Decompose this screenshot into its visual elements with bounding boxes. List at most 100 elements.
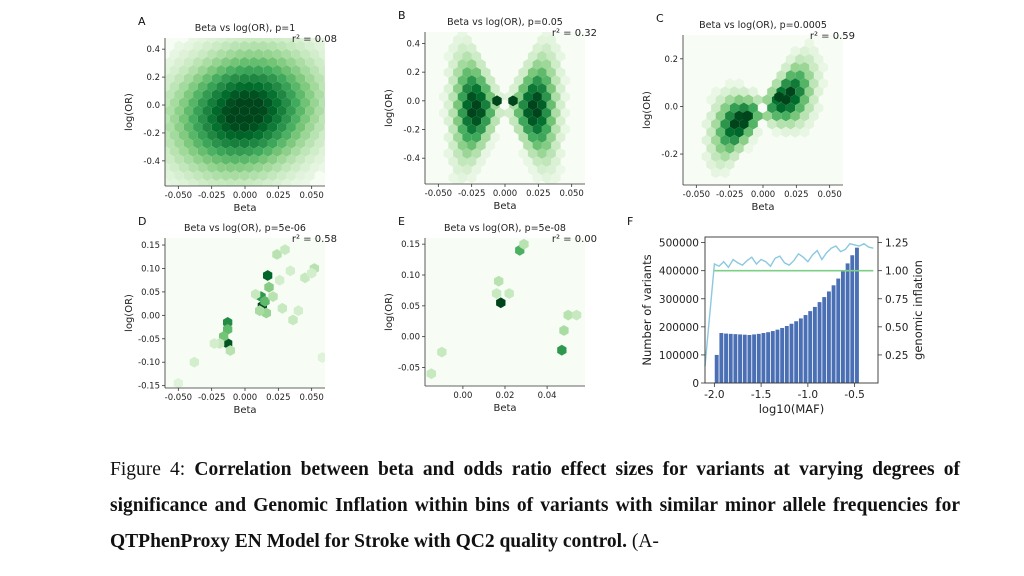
hexbin-cell <box>467 75 477 86</box>
hexbin-cell <box>197 97 208 109</box>
hexbin-cell <box>437 346 447 358</box>
hexbin-cell <box>272 48 282 60</box>
hexbin-cell <box>277 154 287 165</box>
hexbin-cell <box>193 73 203 84</box>
hexbin-cell <box>277 56 287 68</box>
hexbin-cell <box>255 305 265 317</box>
hexbin-cell <box>169 65 179 76</box>
y-tick-label: -0.15 <box>138 382 160 392</box>
hexbin-cell <box>286 89 296 101</box>
hexbin-cell <box>272 178 282 186</box>
hexbin-cell <box>560 91 570 103</box>
hexbin-cell <box>249 137 259 149</box>
hexbin-cell <box>253 38 264 44</box>
hexbin-cell <box>258 40 268 52</box>
hexbin-cell <box>471 131 482 143</box>
hexbin-cell <box>551 75 561 86</box>
histogram-bar <box>784 326 789 383</box>
hexbin-cell <box>711 118 721 130</box>
hexbin-cell <box>225 162 236 173</box>
hexbin-cell <box>179 81 189 92</box>
hexbin-cell <box>448 123 458 135</box>
hexbin-cell <box>563 309 573 321</box>
hexbin-cell <box>249 89 259 101</box>
hexbin-cell <box>813 53 824 65</box>
hexbin-cell <box>509 115 519 127</box>
hexbin-cell <box>467 107 477 119</box>
hexbin-cell <box>462 83 472 95</box>
y-tick-label: 0.00 <box>141 311 160 321</box>
hexbin-cell <box>268 291 278 302</box>
panel-letter: B <box>398 9 406 22</box>
hexbin-cell <box>258 137 268 149</box>
x-tick-label: 0.000 <box>233 191 257 201</box>
hexbin-cell <box>546 131 556 143</box>
hexbin-cell <box>532 59 542 70</box>
hexbin-cell <box>174 105 184 117</box>
hexbin-cell <box>244 81 254 92</box>
hexbin-cell <box>776 102 786 114</box>
histogram-bar <box>728 333 733 383</box>
hexbin-cell <box>518 131 528 143</box>
hexbin-cell <box>193 40 203 52</box>
hexbin-cell <box>541 42 552 54</box>
hexbin-cell <box>235 113 245 125</box>
hexbin-cell <box>165 178 170 186</box>
hexbin-cell <box>739 102 749 114</box>
y-tick-label: -0.2 <box>403 126 420 136</box>
hexbin-layer <box>165 38 325 186</box>
hexbin-cell <box>324 140 325 147</box>
hexbin-cell <box>286 137 296 149</box>
x-tick-label: 0.000 <box>233 393 257 403</box>
hexbin-cell <box>285 265 295 277</box>
hexbin-cell <box>523 91 533 103</box>
hexbin-cell <box>221 40 231 52</box>
hexbin-cell <box>221 137 231 149</box>
hexbin-cell <box>207 162 217 173</box>
hexbin-cell <box>188 48 198 60</box>
hexbin-cell <box>193 105 203 117</box>
hexbin-cell <box>211 40 222 52</box>
hexbin-cell <box>523 123 533 135</box>
histogram-bar <box>808 311 813 383</box>
histogram-bar <box>770 331 775 383</box>
hexbin-cell <box>513 123 524 135</box>
hexbin-cell <box>314 121 324 133</box>
hexbin-cell <box>193 121 203 133</box>
hexbin-cell <box>457 156 468 167</box>
x-tick-label: 0.000 <box>493 189 517 199</box>
hexbin-cell <box>551 42 561 54</box>
hexbin-cell <box>253 97 264 109</box>
hexbin-cell <box>300 97 310 109</box>
hexbin-cell <box>448 59 458 70</box>
hexbin-cell <box>319 48 325 60</box>
hexbin-cell <box>467 59 477 70</box>
hexbin-cell <box>258 89 268 101</box>
hexbin-cell <box>743 94 754 106</box>
panel-d: -0.050 -0.025 0.000 0.025 0.050 0.15 0.10 0.05 0… <box>124 215 337 416</box>
hexbin-cell <box>235 129 245 141</box>
hexbin-cell <box>267 40 278 52</box>
hexbin-cell <box>272 113 282 125</box>
hexbin-cell <box>263 113 273 125</box>
hexbin-cell <box>771 110 782 122</box>
hexbin-cell <box>467 156 477 167</box>
hexbin-cell <box>448 140 458 151</box>
hexbin-cell <box>729 134 740 146</box>
hexbin-cell <box>551 156 561 167</box>
histogram-bar <box>775 329 780 383</box>
hexbin-cell <box>291 178 301 186</box>
hexbin-cell <box>508 95 518 107</box>
r-squared-annotation: r² = 0.58 <box>292 234 337 245</box>
y2-tick-label: 0.75 <box>885 294 908 306</box>
y-tick-label: 0.00 <box>401 333 420 343</box>
hexbin-cell <box>216 81 226 92</box>
hexbin-cell <box>706 94 716 106</box>
hexbin-cell <box>179 113 189 125</box>
hexbin-cell <box>272 65 282 76</box>
hexbin-cell <box>804 86 814 98</box>
hexbin-cell <box>291 48 301 60</box>
hexbin-cell <box>174 170 184 182</box>
x-tick-label: -0.050 <box>425 189 452 199</box>
hexbin-cell <box>263 129 273 141</box>
